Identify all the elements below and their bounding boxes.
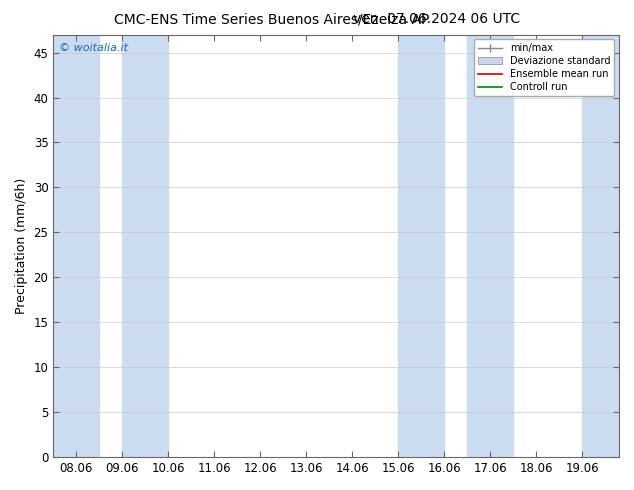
Y-axis label: Precipitation (mm/6h): Precipitation (mm/6h): [15, 178, 28, 314]
Bar: [398, 35, 444, 457]
Bar: [467, 35, 513, 457]
Bar: [122, 35, 168, 457]
Text: CMC-ENS Time Series Buenos Aires/Ezeiza AP: CMC-ENS Time Series Buenos Aires/Ezeiza …: [114, 12, 429, 26]
Bar: [582, 35, 619, 457]
Text: © woitalia.it: © woitalia.it: [59, 43, 128, 53]
Bar: [53, 35, 100, 457]
Legend: min/max, Deviazione standard, Ensemble mean run, Controll run: min/max, Deviazione standard, Ensemble m…: [474, 40, 614, 96]
Text: ven. 07.06.2024 06 UTC: ven. 07.06.2024 06 UTC: [353, 12, 520, 26]
